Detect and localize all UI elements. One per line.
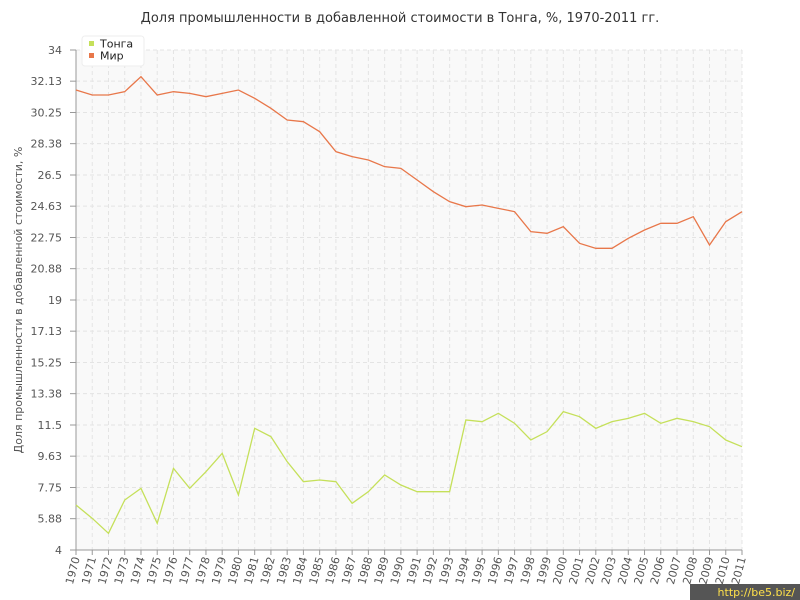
- y-tick-label: 30.25: [31, 107, 63, 120]
- y-tick-label: 26.5: [38, 169, 63, 182]
- y-tick-label: 22.75: [31, 232, 63, 245]
- y-tick-label: 28.38: [31, 138, 63, 151]
- y-axis-label: Доля промышленности в добавленной стоимо…: [12, 147, 25, 454]
- legend-swatch: [89, 53, 94, 58]
- y-tick-label: 9.63: [38, 450, 63, 463]
- y-tick-label: 34: [48, 44, 62, 57]
- y-tick-label: 20.88: [31, 263, 63, 276]
- y-tick-label: 7.75: [38, 482, 63, 495]
- legend-box: [81, 35, 145, 67]
- y-tick-label: 4: [55, 544, 62, 557]
- chart-title: Доля промышленности в добавленной стоимо…: [141, 11, 660, 26]
- legend-label: Мир: [100, 50, 124, 63]
- watermark: http://be5.biz/: [718, 586, 796, 599]
- y-tick-label: 5.88: [38, 513, 63, 526]
- legend-swatch: [89, 41, 94, 46]
- series-line: [75, 410, 743, 535]
- y-tick-label: 11.5: [38, 419, 63, 432]
- y-tick-label: 13.38: [31, 388, 63, 401]
- y-tick-label: 19: [48, 294, 62, 307]
- y-tick-label: 24.63: [31, 200, 63, 213]
- legend-label: Тонга: [99, 38, 133, 51]
- y-tick-label: 17.13: [31, 325, 63, 338]
- watermark-bg: [690, 584, 800, 600]
- y-tick-label: 15.25: [31, 357, 63, 370]
- y-tick-label: 32.13: [31, 75, 63, 88]
- series-line: [75, 75, 743, 249]
